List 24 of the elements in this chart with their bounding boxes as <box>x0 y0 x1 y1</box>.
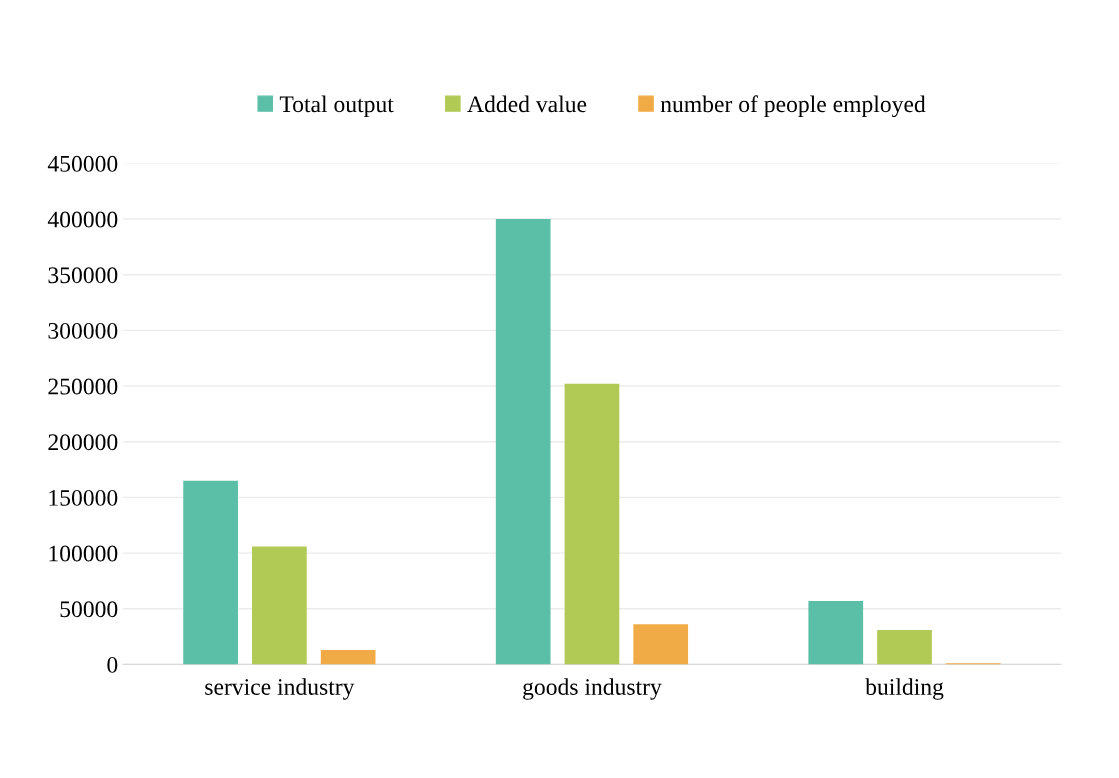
y-tick-label: 450000 <box>47 155 118 172</box>
legend-label: Added value <box>467 95 587 113</box>
y-tick-label: 300000 <box>48 322 118 339</box>
y-tick-label: 400000 <box>47 211 118 228</box>
y-tick-label: 50000 <box>60 601 118 618</box>
bar <box>633 624 689 665</box>
bar <box>564 383 620 665</box>
y-tick-label: 200000 <box>48 434 118 451</box>
bar <box>320 649 376 665</box>
y-tick-label: 150000 <box>49 489 118 506</box>
y-tick-label: 350000 <box>48 267 118 284</box>
bar <box>808 600 864 665</box>
legend-label: number of people employed <box>660 95 926 118</box>
bar <box>252 546 307 665</box>
x-tick-label: building <box>865 678 944 700</box>
bar <box>183 480 238 665</box>
x-tick-label: goods industry <box>523 678 662 700</box>
y-tick-label: 250000 <box>48 378 118 395</box>
y-tick-label: 100000 <box>49 545 118 562</box>
bar <box>877 629 932 665</box>
legend-label: Total output <box>279 95 394 118</box>
x-tick-label: service industry <box>205 678 355 700</box>
bar <box>495 219 551 665</box>
y-tick-label: 0 <box>107 656 118 673</box>
